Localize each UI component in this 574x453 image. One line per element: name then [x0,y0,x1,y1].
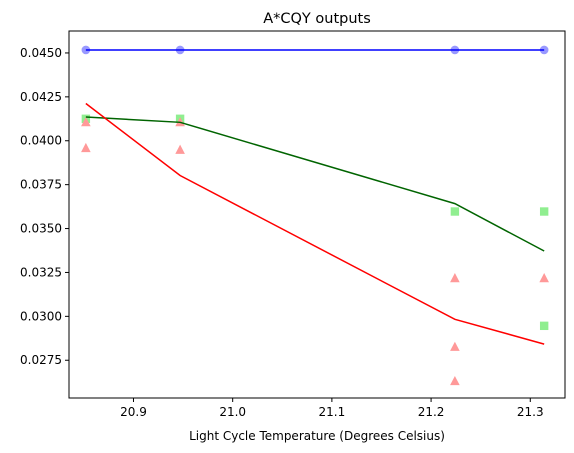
data-point-triangle [450,341,460,351]
y-tick-label: 0.0400 [20,134,62,148]
data-point-triangle [539,273,549,283]
y-axis: 0.0275 0.0300 0.0325 0.0350 0.0375 0.0400 0.04… [20,46,69,367]
y-tick-label: 0.0325 [20,265,62,279]
data-point-triangle [450,375,460,386]
y-tick-label: 0.0300 [20,309,62,323]
x-tick-label: 21.1 [319,405,346,419]
data-point-triangle [450,273,460,283]
y-tick-label: 0.0375 [20,178,62,192]
x-tick-label: 21.2 [418,405,445,419]
x-axis-label: Light Cycle Temperature (Degrees Celsius… [189,429,445,443]
series-line-5 [85,102,545,345]
data-point-triangle [81,142,91,153]
plot-frame [68,30,566,399]
data-point-square [539,207,549,216]
x-axis: 20.9 21.0 21.1 21.2 21.3 [120,398,544,419]
y-tick-label: 0.0425 [20,90,62,104]
y-tick-label: 0.0350 [20,222,62,236]
y-tick-label: 0.0275 [20,353,62,367]
data-point-triangle [81,117,91,127]
x-tick-label: 20.9 [120,405,147,419]
x-tick-label: 21.0 [219,405,246,419]
series-line-4 [85,116,545,252]
data-point-square [539,321,549,331]
data-point-square [450,207,460,216]
y-tick-label: 0.0450 [20,46,62,60]
x-tick-label: 21.3 [517,405,544,419]
chart-title: A*CQY outputs [263,11,371,27]
data-point-triangle [175,144,185,154]
plot-area [81,45,549,386]
